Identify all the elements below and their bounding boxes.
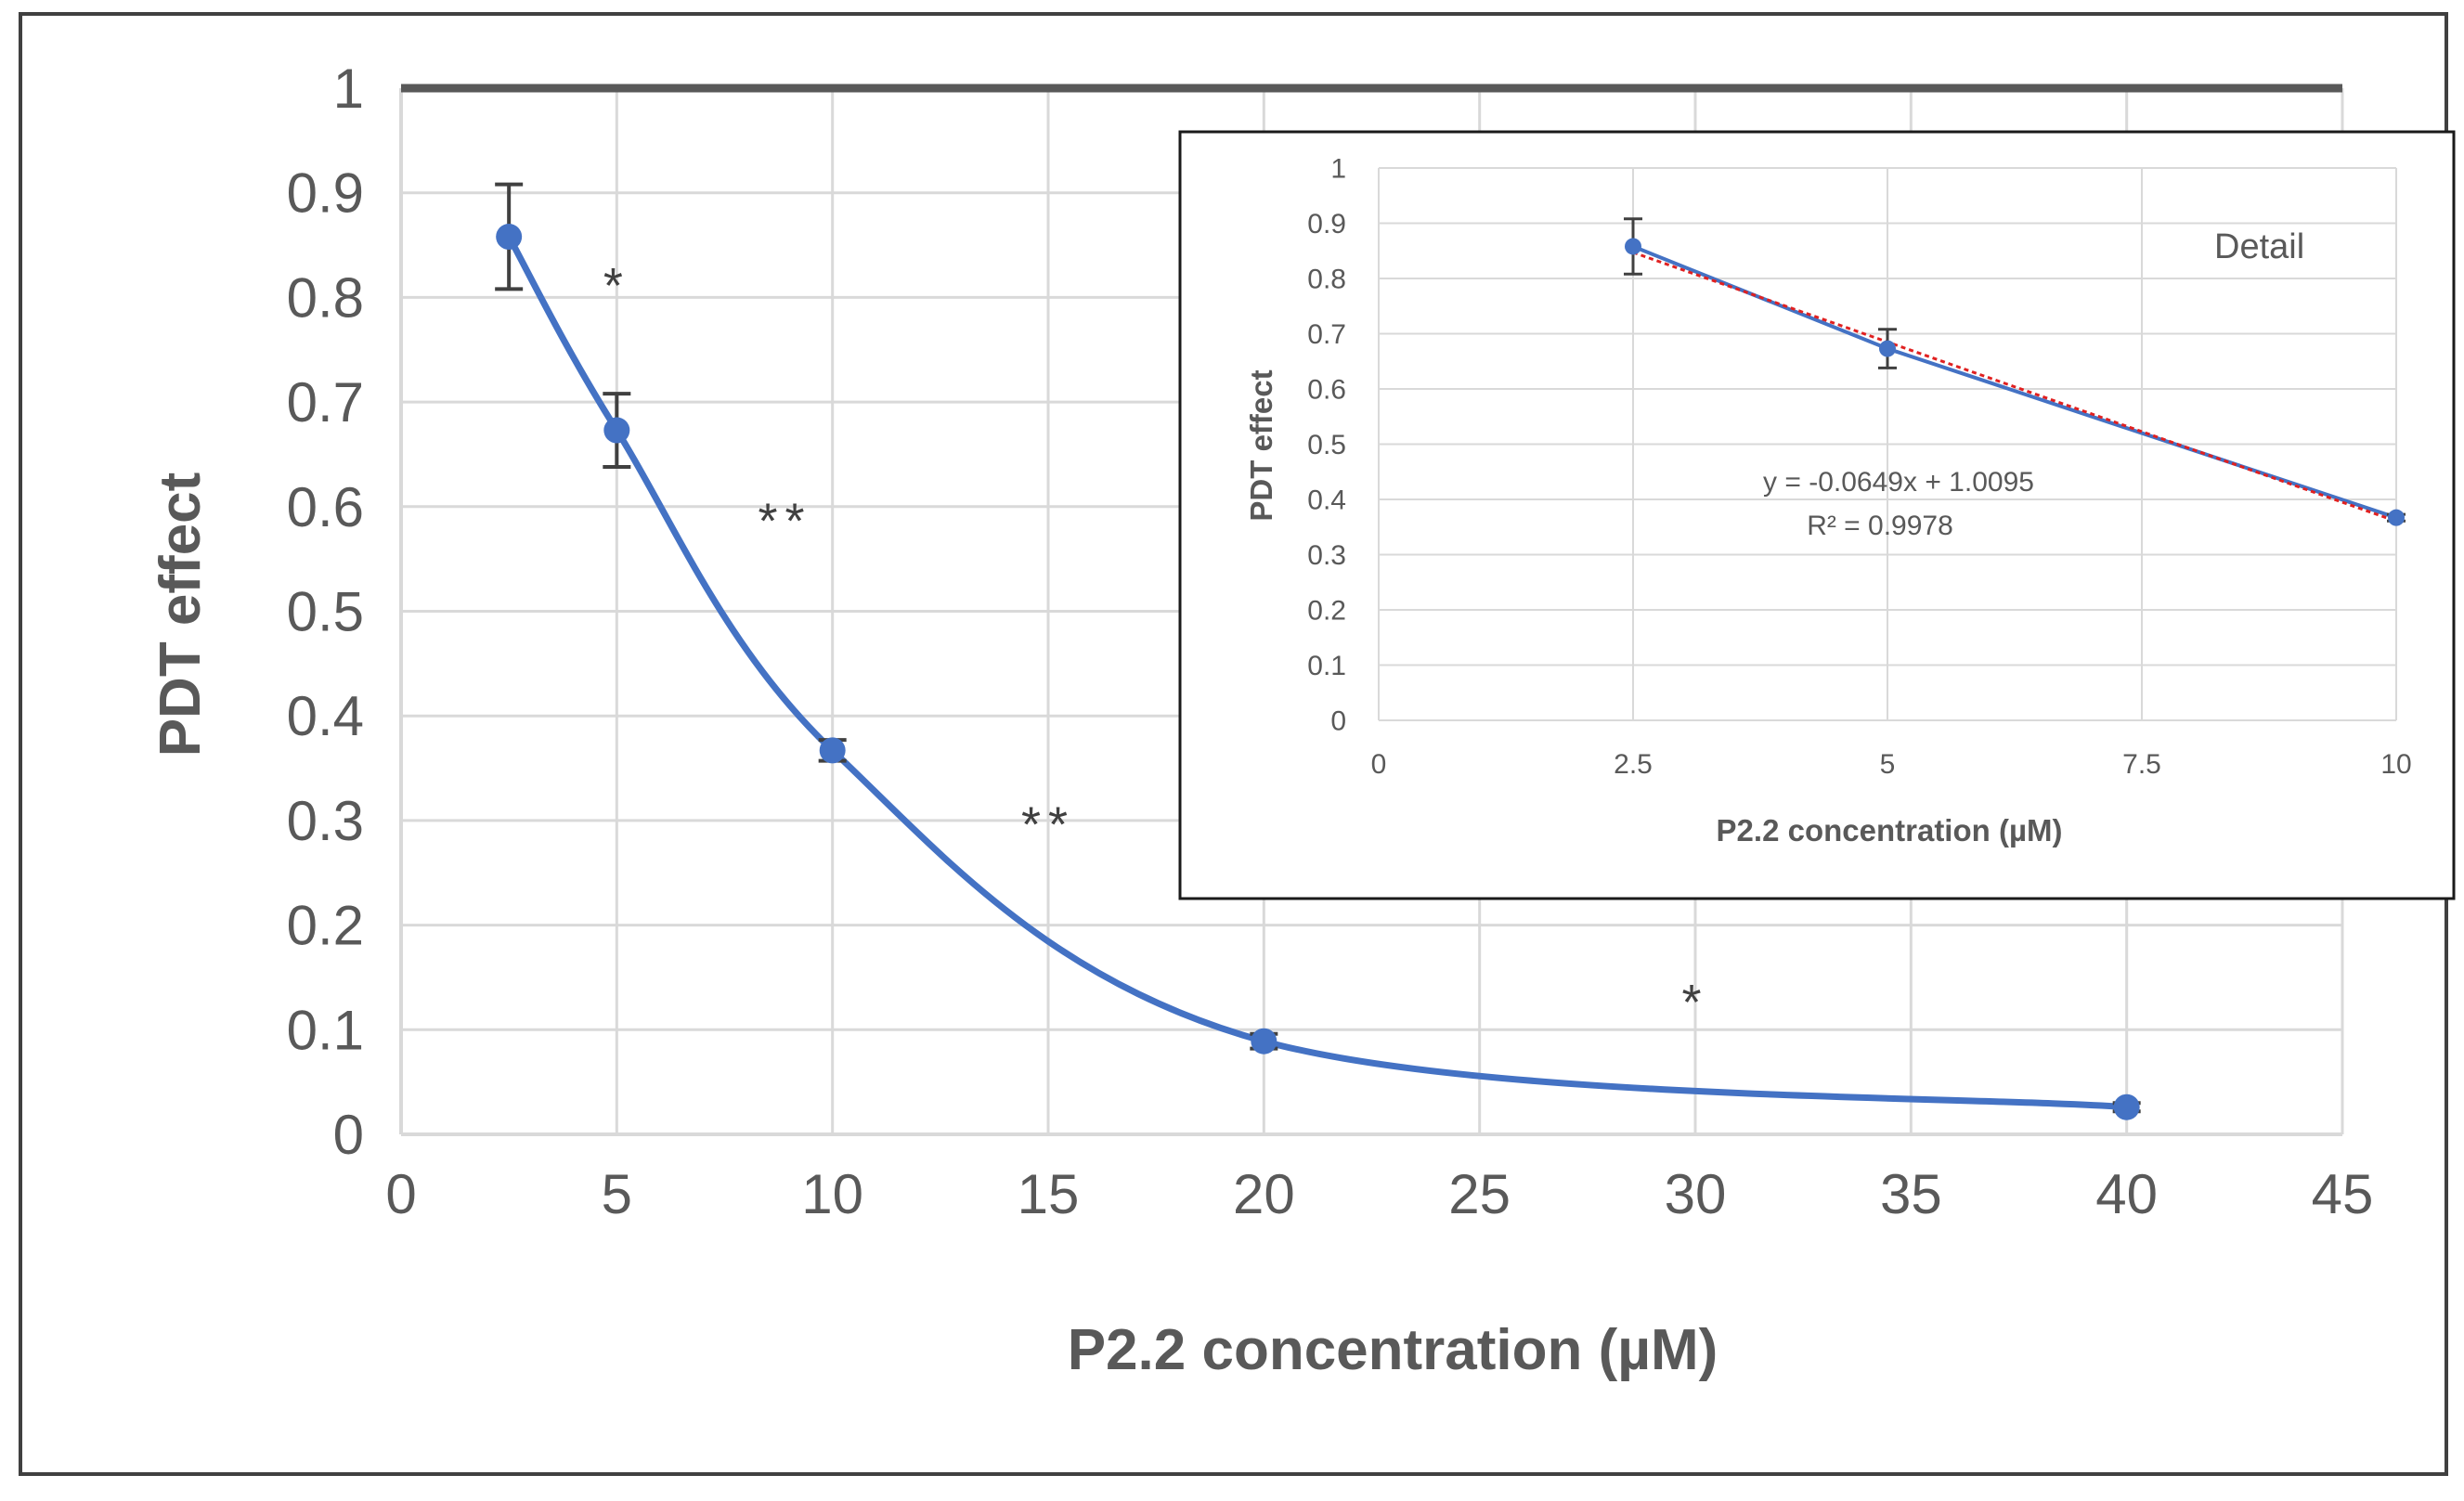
- inset-y-tick-label: 0.8: [1307, 265, 1346, 295]
- inset-y-tick-label: 0.7: [1307, 319, 1346, 350]
- main-data-point: [496, 224, 523, 251]
- main-y-axis-label: PDT effect: [149, 472, 213, 757]
- inset-x-tick-label: 0: [1371, 749, 1387, 780]
- main-x-tick-label: 20: [1233, 1163, 1295, 1225]
- main-y-tick-label: 0.1: [287, 999, 364, 1061]
- main-y-tick-label: 0: [333, 1104, 364, 1166]
- main-y-tick-label: 1: [333, 58, 364, 120]
- inset-y-tick-label: 0.5: [1307, 430, 1346, 460]
- main-x-tick-label: 25: [1448, 1163, 1511, 1225]
- inset-r-squared: R² = 0.9978: [1807, 511, 1953, 541]
- main-y-tick-label: 0.6: [287, 476, 364, 538]
- inset-y-tick-label: 0.6: [1307, 375, 1346, 406]
- inset-data-point: [2388, 509, 2405, 526]
- inset-trendline-equation: y = -0.0649x + 1.0095: [1763, 467, 2034, 498]
- inset-data-point: [1879, 340, 1896, 357]
- inset-y-tick-label: 0.2: [1307, 596, 1346, 627]
- main-y-tick-label: 0.3: [287, 790, 364, 852]
- inset-y-tick-label: 0.9: [1307, 209, 1346, 239]
- inset-series: [1624, 217, 2406, 526]
- main-data-point: [603, 417, 630, 444]
- main-x-tick-label: 35: [1880, 1163, 1942, 1225]
- inset-y-tick-label: 0.4: [1307, 485, 1346, 516]
- main-significance-marker: *: [1681, 975, 1708, 1030]
- main-data-point: [1251, 1028, 1277, 1055]
- main-x-tick-label: 0: [385, 1163, 416, 1225]
- inset-y-tick-label: 1: [1330, 154, 1346, 185]
- main-x-tick-label: 5: [602, 1163, 632, 1225]
- main-x-tick-label: 40: [2095, 1163, 2158, 1225]
- main-y-tick-label: 0.4: [287, 685, 364, 747]
- inset-x-axis-label: P2.2 concentration (µM): [1717, 813, 2063, 848]
- main-x-axis-label: P2.2 concentration (µM): [1068, 1318, 1718, 1382]
- main-series: [401, 84, 2342, 1120]
- inset-x-tick-label: 2.5: [1614, 749, 1653, 780]
- inset-y-tick-label: 0: [1330, 706, 1346, 737]
- inset-x-tick-label: 5: [1880, 749, 1896, 780]
- inset-y-tick-label: 0.1: [1307, 651, 1346, 681]
- main-data-point: [2113, 1093, 2140, 1120]
- main-y-tick-label: 0.9: [287, 162, 364, 225]
- main-significance-marker: **: [1021, 796, 1075, 852]
- main-significance-marker: *: [603, 258, 630, 314]
- main-ticks: 00.10.20.30.40.50.60.70.80.910 5 10 15 20 25 3…: [287, 58, 2374, 1225]
- main-y-tick-label: 0.8: [287, 266, 364, 329]
- inset-x-tick-label: 7.5: [2122, 749, 2161, 780]
- main-axes: [399, 88, 2342, 1136]
- main-significance-marker: **: [759, 494, 812, 550]
- inset-y-tick-label: 0.3: [1307, 540, 1346, 571]
- main-y-tick-label: 0.5: [287, 581, 364, 643]
- main-x-tick-label: 10: [801, 1163, 863, 1225]
- inset-detail-label: Detail: [2214, 227, 2304, 266]
- inset-axes: [1378, 168, 2396, 721]
- inset-data-point: [1625, 238, 1641, 255]
- inset-trendline: [1632, 251, 2397, 523]
- inset-x-tick-label: 10: [2380, 749, 2411, 780]
- main-x-tick-label: 15: [1018, 1163, 1080, 1225]
- main-x-tick-label: 30: [1665, 1163, 1727, 1225]
- main-y-tick-label: 0.2: [287, 895, 364, 957]
- main-x-tick-label: 45: [2312, 1163, 2374, 1225]
- inset-y-axis-label: PDT effect: [1244, 369, 1278, 521]
- main-data-point: [819, 737, 846, 764]
- inset-frame: [1178, 130, 2456, 900]
- main-y-tick-label: 0.7: [287, 371, 364, 433]
- inset-chart: 00.10.20.30.40.50.60.70.80.910 2.5 5 7.5 10 …: [1178, 130, 2456, 900]
- main-annotations: ******: [603, 258, 1708, 1030]
- inset-ticks: 00.10.20.30.40.50.60.70.80.910 2.5 5 7.5 10: [1307, 154, 2411, 781]
